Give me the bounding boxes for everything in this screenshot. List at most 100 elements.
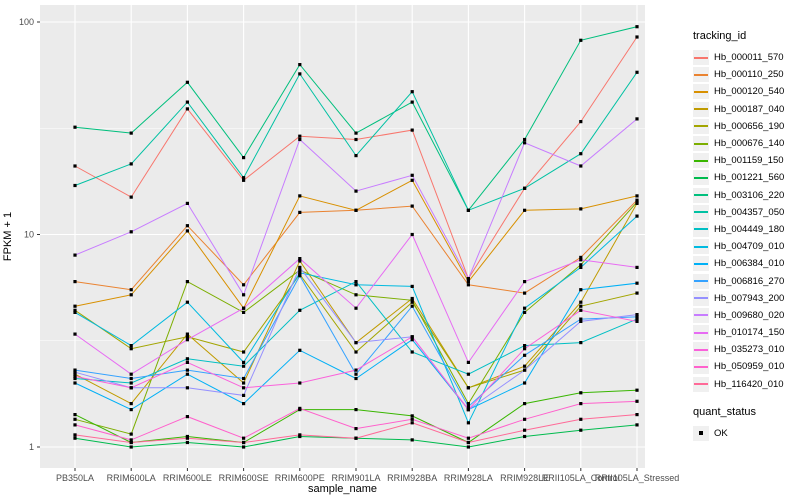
legend-item-label: Hb_035273_010	[714, 344, 785, 356]
data-point	[73, 436, 77, 440]
legend-item-Hb_003106_220: Hb_003106_220	[693, 187, 799, 204]
legend-item-label: Hb_000656_190	[714, 120, 785, 132]
legend-key-line-icon	[693, 221, 709, 237]
data-point	[523, 208, 527, 212]
data-point	[129, 432, 133, 436]
data-point	[523, 368, 527, 372]
legend-item-Hb_001159_150: Hb_001159_150	[693, 152, 799, 169]
legend-key-line-icon	[693, 50, 709, 66]
data-point	[354, 137, 358, 142]
legend-item-Hb_004709_010: Hb_004709_010	[693, 238, 799, 255]
data-point	[635, 35, 639, 39]
data-point	[579, 38, 583, 42]
data-point	[73, 370, 77, 374]
legend-item-label: Hb_001221_560	[714, 172, 785, 184]
data-point	[354, 436, 358, 440]
data-point	[466, 372, 470, 376]
legend-item-Hb_001221_560: Hb_001221_560	[693, 169, 799, 186]
data-point	[242, 445, 246, 449]
legend-item-label: Hb_006816_270	[714, 275, 785, 287]
data-point	[185, 300, 189, 304]
quant-status-section: quant_status OK	[693, 406, 799, 442]
data-point	[185, 224, 189, 228]
data-point	[579, 255, 583, 259]
data-point	[635, 315, 639, 319]
legend-key-line-icon	[693, 84, 709, 100]
data-point	[523, 141, 527, 145]
data-point	[354, 280, 358, 284]
data-point	[410, 178, 414, 182]
data-point	[410, 421, 414, 425]
data-point	[73, 253, 77, 257]
data-point	[73, 304, 77, 308]
data-point	[410, 204, 414, 208]
data-point	[185, 332, 189, 336]
data-point	[73, 413, 77, 417]
data-point	[298, 274, 302, 278]
data-point	[523, 280, 527, 284]
data-point	[354, 189, 358, 193]
data-point	[635, 291, 639, 295]
data-point	[129, 408, 133, 412]
data-point	[579, 341, 583, 345]
data-point	[129, 344, 133, 348]
data-point	[73, 368, 77, 372]
legend-item-label: Hb_050959_010	[714, 361, 785, 373]
data-point	[579, 164, 583, 168]
data-point	[354, 283, 358, 287]
data-point	[523, 402, 527, 406]
data-point	[410, 90, 414, 94]
legend-item-Hb_004357_050: Hb_004357_050	[693, 204, 799, 221]
data-point	[298, 72, 302, 76]
data-point	[298, 271, 302, 275]
data-point	[523, 417, 527, 421]
data-point	[523, 310, 527, 314]
legend-item-label: Hb_000110_250	[714, 69, 784, 81]
data-point	[242, 364, 246, 368]
data-point	[73, 417, 77, 421]
data-point	[579, 317, 583, 321]
x-tick-label: RRIM600LE	[163, 473, 212, 483]
legend-item-Hb_004449_180: Hb_004449_180	[693, 221, 799, 238]
legend-item-label: Hb_007943_200	[714, 292, 785, 304]
legend-item-label: Hb_000676_140	[714, 138, 785, 150]
data-point	[523, 434, 527, 439]
x-tick-label: RRIM600SE	[219, 473, 269, 483]
data-point	[466, 421, 470, 425]
data-point	[129, 445, 133, 449]
legend-item-label: Hb_000120_540	[714, 86, 785, 98]
data-point	[354, 131, 358, 135]
legend-key-line-icon	[693, 170, 709, 186]
legend-item-Hb_000110_250: Hb_000110_250	[693, 66, 799, 83]
data-point	[242, 293, 246, 297]
legend-key-point-icon	[693, 425, 709, 441]
data-point	[579, 402, 583, 406]
data-point	[185, 229, 189, 233]
legend-title-tracking-id: tracking_id	[693, 30, 747, 42]
x-axis-title: sample_name	[308, 483, 377, 495]
data-point	[635, 25, 639, 29]
legend-item-Hb_116420_010: Hb_116420_010	[693, 376, 799, 393]
data-point	[298, 308, 302, 312]
data-point	[466, 386, 470, 390]
data-point	[466, 360, 470, 364]
data-point	[185, 386, 189, 390]
data-point	[579, 258, 583, 262]
legend-key-line-icon	[693, 187, 709, 203]
data-point	[298, 210, 302, 214]
y-tick-label: 1	[29, 442, 34, 452]
data-point	[242, 176, 246, 180]
x-tick-label: RRII105LA_Stressed	[595, 473, 680, 483]
data-point	[410, 338, 414, 342]
legend-key-line-icon	[693, 342, 709, 358]
data-point	[410, 173, 414, 177]
legend-item-Hb_006816_270: Hb_006816_270	[693, 272, 799, 289]
data-point	[466, 436, 470, 440]
data-point	[579, 428, 583, 432]
legend-key-line-icon	[693, 290, 709, 306]
legend-key-line-icon	[693, 239, 709, 255]
data-point	[298, 259, 302, 263]
data-point	[410, 414, 414, 418]
data-point	[579, 263, 583, 267]
data-point	[129, 347, 133, 351]
